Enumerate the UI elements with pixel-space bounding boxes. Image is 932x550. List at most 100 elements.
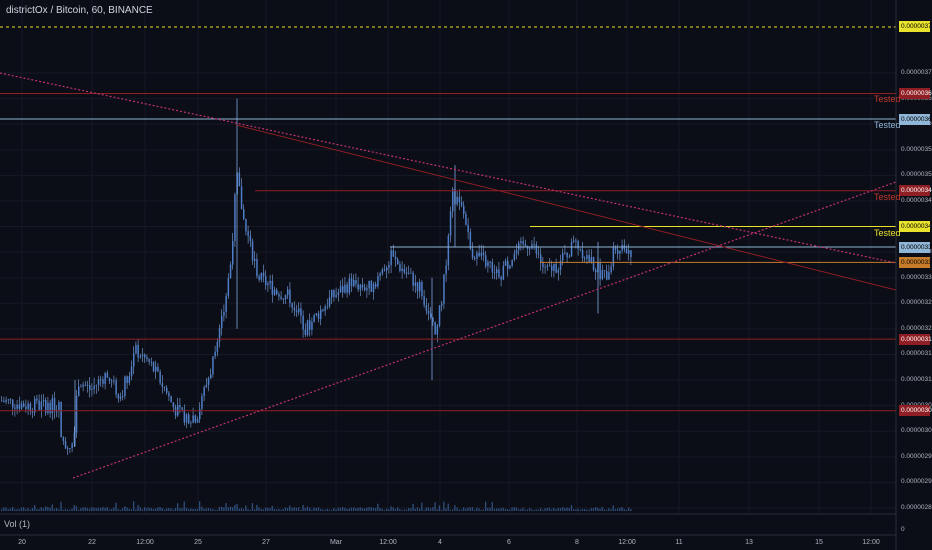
candle-body xyxy=(218,327,221,342)
candle-body xyxy=(309,320,311,330)
volume-bar xyxy=(9,508,12,511)
candle-body xyxy=(474,258,476,260)
candle-body xyxy=(520,241,522,243)
volume-bar xyxy=(364,508,366,511)
volume-bar xyxy=(445,508,447,511)
volume-bar xyxy=(491,501,493,511)
candle-body xyxy=(348,278,351,293)
candle-body xyxy=(7,399,10,401)
volume-bar xyxy=(487,508,489,511)
volume-bar xyxy=(115,502,117,511)
volume-bar xyxy=(181,508,183,511)
volume-bar xyxy=(335,509,337,511)
volume-bar xyxy=(159,507,161,511)
candle-body xyxy=(392,250,395,257)
time-tick: 12:00 xyxy=(862,539,880,546)
candle-body xyxy=(227,278,230,297)
candle-body xyxy=(232,240,234,265)
volume-bar xyxy=(388,509,390,511)
volume-bar xyxy=(529,508,531,511)
candle-body xyxy=(625,248,628,254)
candle-body xyxy=(377,276,379,287)
volume-bar xyxy=(172,509,174,511)
volume-bar xyxy=(287,508,289,511)
candle-body xyxy=(427,310,430,314)
volume-bar xyxy=(141,509,144,511)
candle-body xyxy=(610,266,612,273)
volume-bar xyxy=(5,507,7,511)
volume-bar xyxy=(460,509,463,511)
candle-body xyxy=(555,263,557,273)
candle-body xyxy=(500,276,502,280)
volume-bar xyxy=(535,509,537,511)
candle-body xyxy=(515,250,518,254)
volume-bar xyxy=(243,509,245,511)
candle-body xyxy=(170,396,172,403)
volume-bar xyxy=(262,509,265,511)
candle-body xyxy=(240,186,243,210)
symbol-title: districtOx / Bitcoin, 60, BINANCE xyxy=(6,5,153,16)
candle-body xyxy=(438,305,441,326)
volume-bar xyxy=(566,507,568,511)
candle-body xyxy=(353,279,355,287)
candle-body xyxy=(463,205,465,215)
volume-bar xyxy=(223,507,225,511)
volume-bar xyxy=(64,508,67,511)
candle-body xyxy=(161,383,164,387)
candle-body xyxy=(469,232,472,249)
volume-bar xyxy=(45,506,47,511)
level-price-tag: 0.00000304 xyxy=(899,405,932,417)
candle-body xyxy=(562,253,564,261)
volume-bar xyxy=(20,507,23,511)
volume-bar xyxy=(113,507,115,511)
volume-bar xyxy=(383,509,386,511)
candle-body xyxy=(157,366,159,372)
candle-body xyxy=(287,289,289,296)
volume-bar xyxy=(146,508,148,511)
candle-body xyxy=(485,255,487,267)
candle-body xyxy=(16,404,18,409)
price-tick: 0.00000300 xyxy=(901,427,932,435)
ascending-trendline xyxy=(72,181,897,479)
candle-body xyxy=(612,247,615,267)
candle-body xyxy=(394,256,397,260)
candle-body xyxy=(291,303,293,308)
volume-bar xyxy=(399,509,401,511)
candle-body xyxy=(207,378,210,385)
volume-bar xyxy=(111,509,113,511)
candle-body xyxy=(280,296,282,299)
candle-body xyxy=(379,273,381,277)
volume-bar xyxy=(282,509,284,511)
candle-body xyxy=(102,379,104,384)
candle-body xyxy=(56,410,58,412)
candle-body xyxy=(436,325,439,335)
volume-bar xyxy=(557,508,559,511)
volume-bar xyxy=(449,509,452,511)
volume-bar xyxy=(628,507,630,511)
candle-body xyxy=(375,284,377,287)
candle-body xyxy=(5,400,7,402)
volume-bar xyxy=(564,508,566,511)
volume-bar xyxy=(586,509,588,511)
volume-bar xyxy=(522,507,524,511)
candle-body xyxy=(326,306,329,308)
volume-bar xyxy=(183,501,185,511)
candle-body xyxy=(346,284,348,293)
volume-bar xyxy=(163,509,166,511)
volume-bar xyxy=(436,509,438,511)
volume-bar xyxy=(82,507,84,511)
volume-bar xyxy=(267,507,269,511)
candle-body xyxy=(183,409,186,423)
candle-body xyxy=(150,361,153,363)
volume-bar xyxy=(58,509,60,511)
volume-bar xyxy=(245,505,247,511)
candle-body xyxy=(159,371,161,384)
candle-body xyxy=(38,400,40,410)
volume-bar xyxy=(531,509,533,511)
candle-body xyxy=(214,351,216,357)
time-tick: 27 xyxy=(262,539,270,546)
candle-body xyxy=(575,240,577,242)
volume-bar xyxy=(247,509,249,511)
candle-body xyxy=(511,259,513,267)
